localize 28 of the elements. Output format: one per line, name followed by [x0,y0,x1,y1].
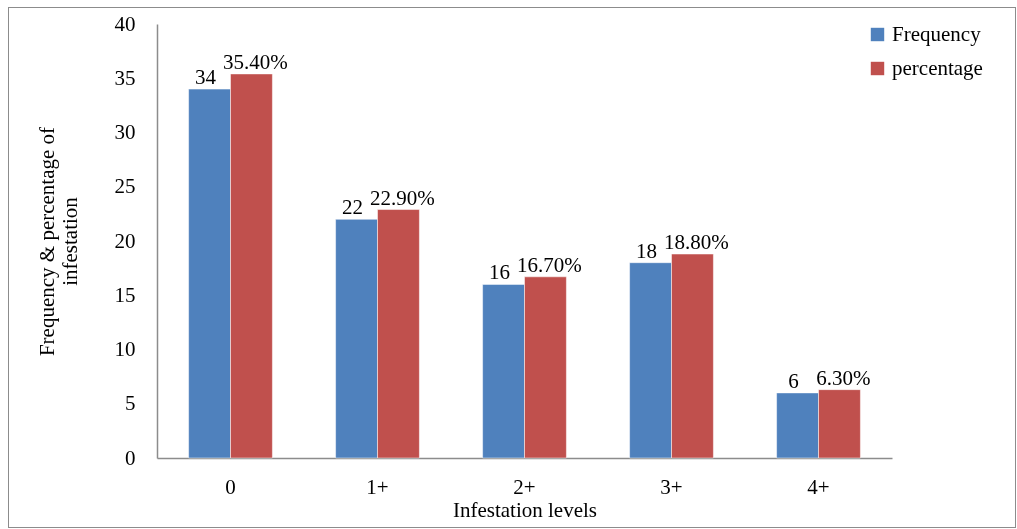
y-tick-label: 15 [114,282,136,307]
y-tick-label: 40 [114,11,136,36]
data-label: 6 [788,368,799,393]
y-axis-title: Frequency & percentage of infestation [34,126,82,357]
data-label: 16.70% [517,252,582,277]
data-label: 18.80% [664,230,729,255]
x-tick-label: 4+ [807,474,830,499]
y-tick-label: 20 [114,228,136,253]
legend-label: percentage [892,55,983,80]
y-tick-label: 5 [125,391,136,416]
y-tick-label: 30 [114,120,136,144]
data-label: 18 [636,238,658,263]
data-label: 22.90% [370,185,435,210]
x-tick-label: 2+ [513,474,536,499]
data-label: 22 [342,195,364,220]
data-label: 6.30% [816,365,871,390]
x-tick-label: 0 [225,474,236,499]
y-tick-label: 35 [114,65,136,90]
legend-label: Frequency [892,21,982,46]
data-label: 35.40% [223,49,288,74]
x-tick-label: 3+ [660,474,683,499]
data-label: 16 [489,260,511,285]
x-tick-label: 1+ [366,474,389,499]
y-tick-label: 10 [114,337,136,361]
y-tick-label: 0 [125,445,136,470]
data-label: 34 [195,65,217,90]
x-axis-title: Infestation levels [452,497,598,522]
y-tick-label: 25 [114,174,136,199]
